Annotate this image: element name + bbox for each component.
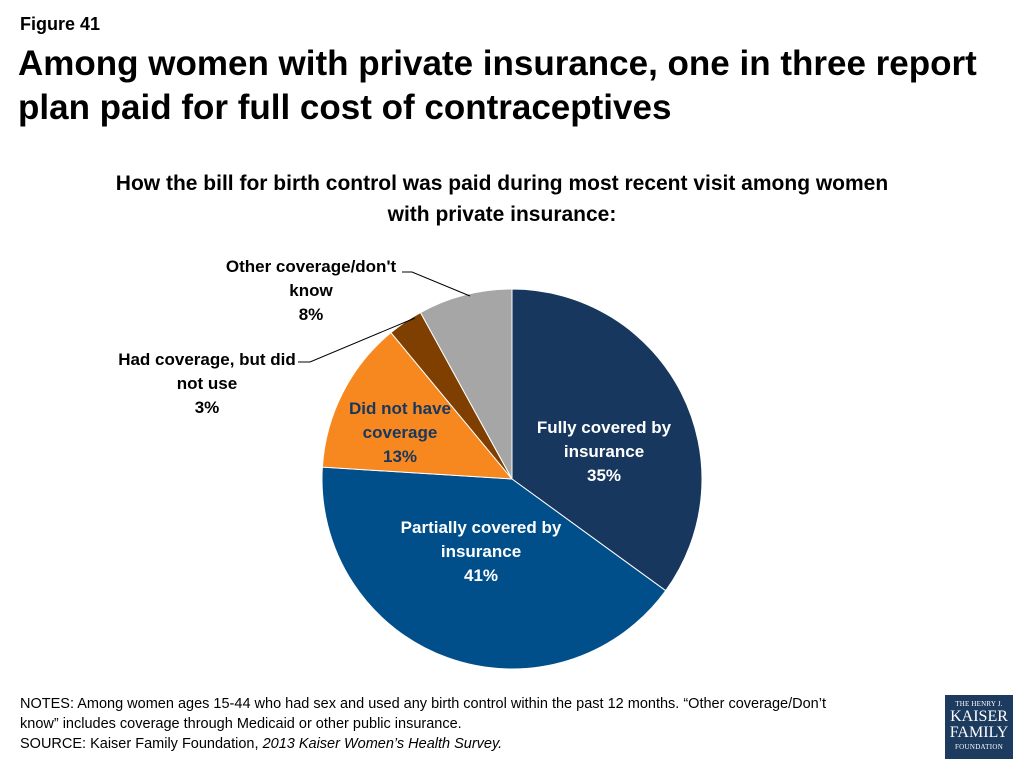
slice-label-line-0-0: Fully covered by: [537, 418, 672, 437]
slice-label-line-4-1: know: [289, 281, 333, 300]
slice-label-line-0-1: insurance: [564, 442, 644, 461]
slice-value-3: 3%: [195, 398, 220, 417]
pie-slice-4: [419, 288, 513, 480]
page-title: Among women with private insurance, one …: [18, 44, 977, 127]
slice-label-line-2-1: coverage: [363, 423, 438, 442]
chart-title: How the bill for birth control was paid …: [115, 172, 889, 226]
slice-label-1: Partially covered by insurance 41%: [401, 518, 562, 585]
pie-slice-1: [321, 466, 667, 670]
slice-label-line-1-0: Partially covered by: [401, 518, 562, 537]
slice-label-2: Did not have coverage 13%: [349, 399, 451, 466]
notes: NOTES: Among women ages 15-44 who had se…: [20, 694, 920, 754]
notes-line-2: know” includes coverage through Medicaid…: [20, 716, 462, 732]
logo-line-1: THE HENRY J.: [955, 700, 1003, 708]
slice-label-line-3-0: Had coverage, but did: [118, 350, 296, 369]
slice-value-2: 13%: [383, 447, 417, 466]
logo-line-3: FAMILY: [949, 724, 1009, 741]
slice-value-0: 35%: [587, 466, 621, 485]
logo-line-2: KAISER: [950, 708, 1008, 725]
source-title: 2013 Kaiser Women’s Health Survey.: [262, 736, 503, 752]
logo-line-4: FOUNDATION: [954, 743, 1004, 751]
notes-line-1: NOTES: Among women ages 15-44 who had se…: [20, 696, 826, 712]
slice-label-line-1-1: insurance: [441, 542, 521, 561]
slice-value-4: 8%: [299, 305, 324, 324]
slice-label-3: Had coverage, but did not use 3%: [118, 350, 296, 417]
leader-line-4: [402, 271, 471, 297]
slice-label-0: Fully covered by insurance 35%: [537, 418, 672, 485]
figure-label: Figure 41: [20, 14, 101, 34]
slice-value-1: 41%: [464, 566, 498, 585]
pie-slice-0: [511, 288, 703, 592]
source-prefix: SOURCE: Kaiser Family Foundation,: [20, 736, 263, 752]
leader-line-3: [298, 317, 416, 363]
slice-label-line-3-1: not use: [177, 374, 237, 393]
slice-label-4: Other coverage/don't know 8%: [226, 257, 397, 324]
kaiser-logo: THE HENRY J. KAISER FAMILY FOUNDATION: [945, 695, 1013, 759]
pie-slice-2: [321, 331, 514, 480]
source-line: SOURCE: Kaiser Family Foundation, 2013 K…: [20, 734, 920, 754]
slice-label-line-4-0: Other coverage/don't: [226, 257, 397, 276]
slice-label-line-2-0: Did not have: [349, 399, 451, 418]
